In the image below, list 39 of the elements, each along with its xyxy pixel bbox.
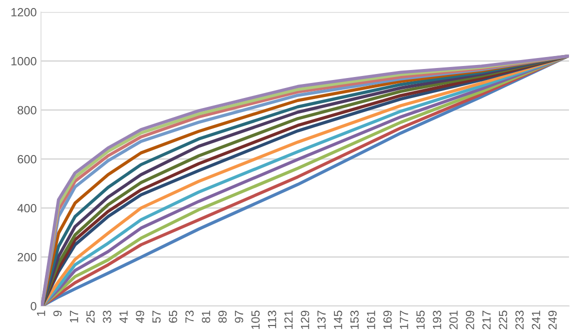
x-tick-label: 105 bbox=[251, 310, 260, 329]
x-tick-label: 129 bbox=[300, 310, 310, 329]
x-tick-label: 97 bbox=[234, 310, 244, 323]
x-tick-label: 33 bbox=[102, 310, 112, 323]
x-tick-label: 249 bbox=[548, 310, 557, 330]
x-tick-label: 169 bbox=[383, 310, 392, 329]
x-tick-label: 233 bbox=[515, 310, 524, 330]
x-tick-label: 225 bbox=[498, 310, 508, 330]
x-tick-label: 113 bbox=[268, 310, 276, 328]
y-tick-label: 0 bbox=[30, 302, 36, 310]
x-tick-label: 161 bbox=[366, 310, 376, 329]
y-tick-label: 400 bbox=[17, 204, 36, 212]
x-tick-label: 41 bbox=[119, 310, 128, 324]
x-tick-label: 209 bbox=[466, 310, 474, 330]
x-tick-label: 49 bbox=[136, 310, 144, 324]
x-tick-label: 73 bbox=[185, 310, 194, 323]
y-tick-label: 1000 bbox=[11, 57, 36, 66]
x-tick-label: 153 bbox=[350, 310, 359, 329]
y-tick-label: 1200 bbox=[11, 8, 36, 16]
y-tick-label: 200 bbox=[18, 253, 36, 262]
y-tick-label: 600 bbox=[18, 155, 36, 164]
x-tick-label: 57 bbox=[152, 310, 161, 323]
x-tick-label: 25 bbox=[86, 310, 95, 323]
x-tick-label: 89 bbox=[218, 310, 227, 323]
x-tick-label: 185 bbox=[416, 310, 425, 329]
x-tick-label: 17 bbox=[70, 310, 78, 322]
x-tick-label: 193 bbox=[432, 310, 442, 329]
x-tick-label: 9 bbox=[53, 310, 62, 316]
x-tick-label: 1 bbox=[36, 310, 46, 316]
x-tick-label: 177 bbox=[400, 310, 408, 329]
x-tick-label: 65 bbox=[168, 310, 178, 323]
x-tick-label: 137 bbox=[317, 310, 326, 329]
x-tick-label: 217 bbox=[482, 310, 491, 330]
x-tick-label: 241 bbox=[532, 310, 540, 330]
x-tick-label: 121 bbox=[284, 310, 293, 329]
x-tick-label: 81 bbox=[202, 310, 210, 323]
x-tick-label: 145 bbox=[334, 310, 342, 329]
x-tick-label: 201 bbox=[449, 310, 458, 330]
y-tick-label: 800 bbox=[18, 106, 36, 114]
